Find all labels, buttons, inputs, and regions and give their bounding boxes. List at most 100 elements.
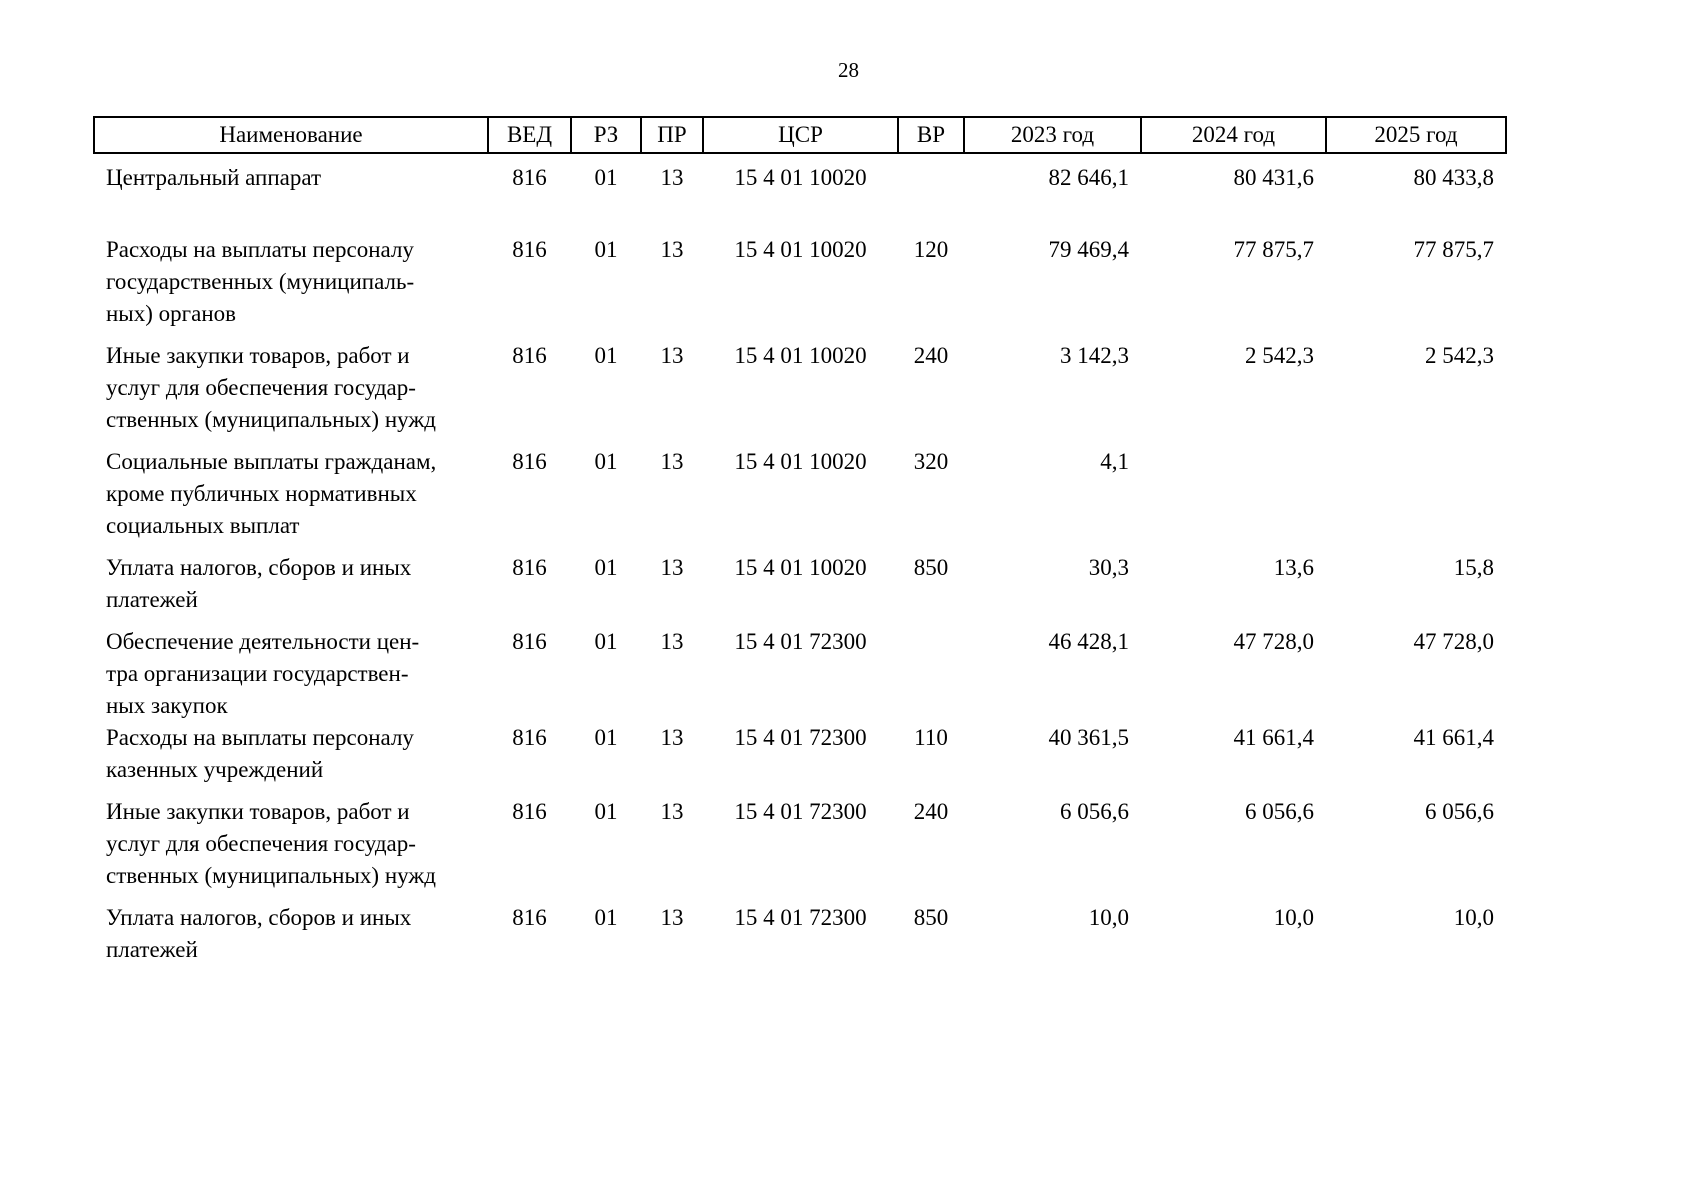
table-cell: 816	[512, 449, 547, 474]
table-cell: 01	[594, 629, 618, 654]
table-row: Центральный аппарат 816 01 13 15 4 01 10020 8…	[94, 153, 1506, 234]
table-row: Обеспечение деятельности цен- тра органи…	[94, 626, 1506, 722]
table-cell: 15 4 01 10020	[734, 237, 867, 262]
table-cell: 15 4 01 10020	[734, 555, 867, 580]
table-cell: 15 4 01 10020	[734, 343, 867, 368]
table-cell: 15 4 01 72300	[734, 905, 867, 930]
table-cell: 850	[913, 555, 949, 580]
table-cell: Расходы на выплаты персоналу казенных уч…	[106, 725, 414, 782]
table-cell: 2 542,3	[1425, 343, 1494, 368]
table-cell: 01	[594, 237, 618, 262]
table-cell: 120	[913, 237, 949, 262]
table-cell: 6 056,6	[1425, 799, 1494, 824]
table-cell: Уплата налогов, сборов и иных платежей	[106, 905, 412, 962]
table-cell: 816	[512, 799, 547, 824]
table-cell: 30,3	[1088, 555, 1129, 580]
table-row: Уплата налогов, сборов и иных платежей 81…	[94, 902, 1506, 976]
table-cell	[1326, 446, 1506, 552]
table-cell: 3 142,3	[1060, 343, 1129, 368]
table-cell: 79 469,4	[1048, 237, 1130, 262]
table-cell: 10,0	[1273, 905, 1314, 930]
table-cell: Социальные выплаты гражданам, кроме публ…	[106, 449, 437, 538]
table-cell: Обеспечение деятельности цен- тра органи…	[106, 629, 420, 718]
table-cell: 816	[512, 629, 547, 654]
table-cell: 13	[660, 725, 684, 750]
table-cell: 816	[512, 343, 547, 368]
table-cell: 46 428,1	[1048, 629, 1130, 654]
table-cell: 13	[660, 629, 684, 654]
header-ved: ВЕД	[487, 116, 572, 154]
header-vr: ВР	[897, 116, 965, 154]
header-name: Наименование	[93, 116, 489, 154]
table-cell	[1141, 446, 1326, 552]
table-cell: Иные закупки товаров, работ и услуг для …	[106, 799, 436, 888]
table-cell: 01	[594, 343, 618, 368]
header-csr: ЦСР	[702, 116, 899, 154]
table-cell: 13,6	[1273, 555, 1314, 580]
table-cell: 41 661,4	[1233, 725, 1315, 750]
table-cell: 240	[913, 343, 949, 368]
table-cell: 13	[660, 343, 684, 368]
table-cell: Центральный аппарат	[106, 165, 322, 190]
table-cell	[898, 153, 964, 234]
table-cell: 80 433,8	[1413, 165, 1495, 190]
table-cell: 47 728,0	[1413, 629, 1495, 654]
table-header-row: Наименование ВЕД РЗ ПР ЦСР ВР 2023 год 2…	[93, 116, 1507, 154]
header-year-2023: 2023 год	[963, 116, 1142, 154]
table-row: Иные закупки товаров, работ и услуг для …	[94, 796, 1506, 902]
table-cell: 15 4 01 10020	[734, 165, 867, 190]
table-cell: 850	[913, 905, 949, 930]
table-cell: 10,0	[1088, 905, 1129, 930]
header-year-2025: 2025 год	[1325, 116, 1507, 154]
table-cell: 15 4 01 72300	[734, 799, 867, 824]
budget-table: Наименование ВЕД РЗ ПР ЦСР ВР 2023 год 2…	[93, 116, 1507, 976]
table-cell: 40 361,5	[1048, 725, 1130, 750]
table-cell: 240	[913, 799, 949, 824]
table-cell: 10,0	[1453, 905, 1494, 930]
table-cell: 77 875,7	[1413, 237, 1495, 262]
table-cell: 4,1	[1100, 449, 1129, 474]
table-cell: 816	[512, 555, 547, 580]
table-row: Уплата налогов, сборов и иных платежей 81…	[94, 552, 1506, 626]
table-cell: 816	[512, 237, 547, 262]
table-cell: 110	[914, 725, 948, 750]
table-cell: 13	[660, 165, 684, 190]
table-cell: 47 728,0	[1233, 629, 1315, 654]
table-cell: Расходы на выплаты персоналу государстве…	[106, 237, 415, 326]
table-cell: 15 4 01 72300	[734, 725, 867, 750]
table-cell: 01	[594, 165, 618, 190]
table-cell: 13	[660, 799, 684, 824]
table-row: Иные закупки товаров, работ и услуг для …	[94, 340, 1506, 446]
table-cell: 80 431,6	[1233, 165, 1315, 190]
table-cell: Уплата налогов, сборов и иных платежей	[106, 555, 412, 612]
table-cell: 13	[660, 555, 684, 580]
table-cell: 01	[594, 799, 618, 824]
table-cell: 13	[660, 905, 684, 930]
table-cell: 2 542,3	[1245, 343, 1314, 368]
table-cell: 15 4 01 72300	[734, 629, 867, 654]
header-year-2024: 2024 год	[1140, 116, 1327, 154]
table-cell: 01	[594, 725, 618, 750]
table-cell: 6 056,6	[1245, 799, 1314, 824]
table-cell: 816	[512, 905, 547, 930]
table-cell: 6 056,6	[1060, 799, 1129, 824]
table-row: Расходы на выплаты персоналу государстве…	[94, 234, 1506, 340]
table-cell: 320	[913, 449, 949, 474]
table-cell: 01	[594, 905, 618, 930]
header-rz: РЗ	[570, 116, 642, 154]
table-cell: 77 875,7	[1233, 237, 1315, 262]
table-cell: 15 4 01 10020	[734, 449, 867, 474]
page-number: 28	[838, 58, 859, 82]
table-cell	[898, 626, 964, 722]
table-cell: 13	[660, 449, 684, 474]
table-cell: 41 661,4	[1413, 725, 1495, 750]
table-cell: 01	[594, 555, 618, 580]
table-cell: 816	[512, 725, 547, 750]
table-cell: 15,8	[1453, 555, 1494, 580]
table-cell: Иные закупки товаров, работ и услуг для …	[106, 343, 436, 432]
table-cell: 816	[512, 165, 547, 190]
table-cell: 13	[660, 237, 684, 262]
table-cell: 82 646,1	[1048, 165, 1130, 190]
table-cell: 01	[594, 449, 618, 474]
